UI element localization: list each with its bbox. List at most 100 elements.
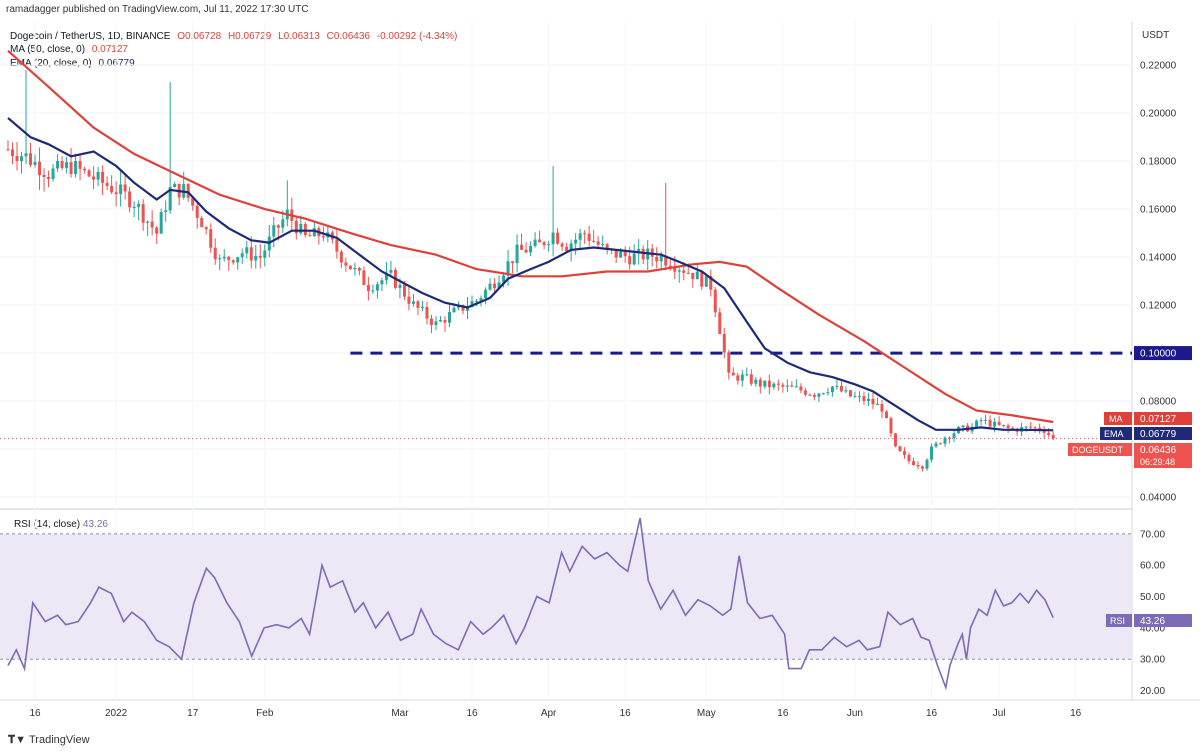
candle-body[interactable] [299, 223, 303, 234]
candle-body[interactable] [817, 393, 821, 397]
candle-body[interactable] [803, 390, 807, 395]
candles[interactable] [6, 69, 1055, 472]
candle-body[interactable] [524, 249, 528, 253]
candle-body[interactable] [227, 256, 231, 261]
candle-body[interactable] [353, 268, 357, 270]
candle-body[interactable] [452, 307, 456, 313]
candle-body[interactable] [308, 235, 312, 237]
candle-body[interactable] [249, 247, 253, 261]
candle-body[interactable] [529, 245, 533, 253]
candle-body[interactable] [443, 319, 447, 323]
candle-body[interactable] [632, 253, 636, 265]
candle-body[interactable] [1024, 426, 1028, 428]
candle-body[interactable] [1047, 432, 1051, 435]
candle-body[interactable] [857, 396, 861, 398]
candle-body[interactable] [948, 437, 952, 439]
candle-body[interactable] [830, 386, 834, 393]
candle-body[interactable] [601, 244, 605, 246]
candle-body[interactable] [245, 247, 249, 254]
candle-body[interactable] [411, 301, 415, 304]
candle-body[interactable] [574, 239, 578, 244]
candle-body[interactable] [623, 251, 627, 257]
candle-body[interactable] [839, 385, 843, 392]
candle-body[interactable] [384, 272, 388, 281]
candle-body[interactable] [853, 396, 857, 398]
candle-body[interactable] [168, 187, 172, 211]
candle-body[interactable] [826, 392, 830, 394]
candle-body[interactable] [781, 384, 785, 387]
candle-body[interactable] [96, 171, 100, 180]
candle-body[interactable] [785, 385, 789, 387]
candle-body[interactable] [42, 175, 46, 178]
candle-body[interactable] [87, 170, 91, 177]
candle-body[interactable] [763, 380, 767, 387]
candle-body[interactable] [24, 153, 28, 157]
candle-body[interactable] [461, 304, 465, 311]
candle-body[interactable] [429, 318, 433, 326]
candle-body[interactable] [339, 251, 343, 263]
candle-body[interactable] [335, 239, 339, 252]
candle-body[interactable] [362, 270, 366, 285]
candle-body[interactable] [344, 262, 348, 266]
candle-body[interactable] [1006, 425, 1010, 429]
candle-body[interactable] [912, 461, 916, 465]
candle-body[interactable] [488, 283, 492, 290]
candle-body[interactable] [551, 232, 555, 245]
candle-body[interactable] [533, 239, 537, 246]
candle-body[interactable] [988, 419, 992, 427]
candle-body[interactable] [281, 219, 285, 228]
candle-body[interactable] [961, 425, 965, 428]
candle-body[interactable] [731, 372, 735, 376]
candle-body[interactable] [1042, 430, 1046, 433]
candle-body[interactable] [767, 380, 771, 388]
candle-body[interactable] [33, 161, 37, 165]
candle-body[interactable] [312, 228, 316, 237]
candle-body[interactable] [402, 284, 406, 297]
candle-body[interactable] [776, 383, 780, 385]
candle-body[interactable] [366, 284, 370, 292]
candle-body[interactable] [1033, 427, 1037, 429]
candle-body[interactable] [479, 298, 483, 301]
candle-body[interactable] [808, 394, 812, 396]
candle-body[interactable] [78, 160, 82, 169]
candle-body[interactable] [673, 268, 677, 272]
candle-body[interactable] [438, 319, 442, 322]
candle-body[interactable] [871, 398, 875, 405]
candle-body[interactable] [993, 421, 997, 427]
candle-body[interactable] [943, 437, 947, 444]
candle-body[interactable] [934, 443, 938, 447]
candle-body[interactable] [628, 256, 632, 265]
candle-body[interactable] [466, 307, 470, 311]
candle-body[interactable] [704, 275, 708, 287]
candle-body[interactable] [380, 280, 384, 285]
candle-body[interactable] [398, 284, 402, 288]
candle-body[interactable] [556, 232, 560, 244]
candle-body[interactable] [542, 242, 546, 246]
candle-body[interactable] [375, 284, 379, 291]
candle-body[interactable] [164, 210, 168, 213]
candle-body[interactable] [263, 250, 267, 258]
candle-body[interactable] [150, 221, 154, 228]
candle-body[interactable] [655, 256, 659, 262]
candle-body[interactable] [515, 244, 519, 264]
candle-body[interactable] [952, 433, 956, 439]
candle-body[interactable] [425, 306, 429, 319]
candle-body[interactable] [812, 394, 816, 397]
candle-body[interactable] [348, 265, 352, 270]
candle-body[interactable] [709, 275, 713, 290]
candle-body[interactable] [195, 205, 199, 218]
candle-body[interactable] [303, 223, 307, 236]
candle-body[interactable] [1002, 424, 1006, 426]
candle-body[interactable] [740, 374, 744, 381]
candle-body[interactable] [902, 451, 906, 455]
candle-body[interactable] [921, 466, 925, 469]
candle-body[interactable] [389, 269, 393, 273]
candle-body[interactable] [231, 260, 235, 263]
candle-body[interactable] [587, 233, 591, 241]
candle-body[interactable] [1051, 434, 1055, 439]
candle-body[interactable] [416, 301, 420, 308]
candle-body[interactable] [772, 383, 776, 388]
candle-body[interactable] [123, 184, 127, 192]
candle-body[interactable] [835, 385, 839, 387]
